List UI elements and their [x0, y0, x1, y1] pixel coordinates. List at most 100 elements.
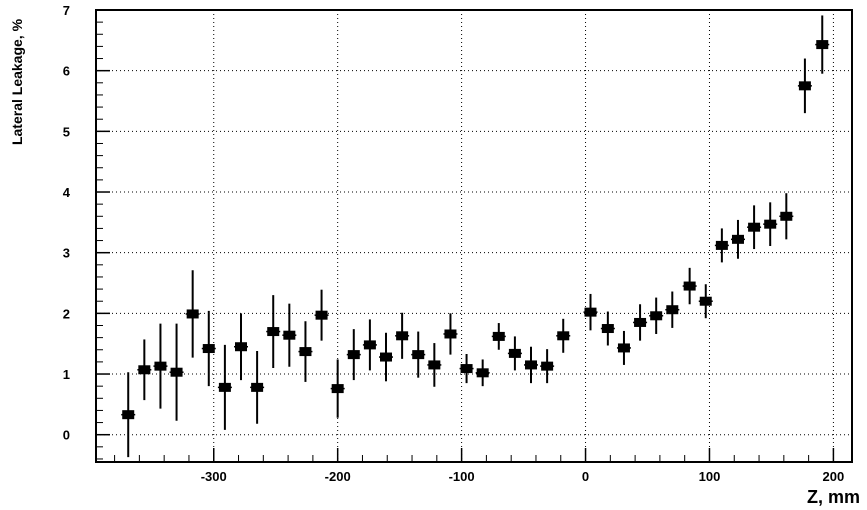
data-point	[815, 15, 830, 74]
data-marker	[251, 382, 264, 392]
data-point	[459, 354, 474, 384]
data-point	[524, 346, 539, 384]
data-point	[266, 295, 281, 368]
data-marker	[412, 350, 425, 360]
data-point	[556, 318, 571, 353]
data-point	[747, 205, 762, 250]
data-point	[217, 344, 232, 430]
y-tick-label: 3	[63, 246, 70, 261]
data-point	[121, 372, 136, 458]
data-marker	[154, 361, 167, 371]
data-marker	[347, 350, 360, 360]
data-marker	[617, 343, 630, 353]
data-point	[427, 343, 442, 387]
data-marker	[557, 331, 570, 341]
data-marker	[525, 360, 538, 370]
data-point	[763, 202, 778, 247]
data-point	[153, 323, 168, 409]
data-marker	[396, 331, 409, 341]
data-point	[314, 289, 329, 341]
x-tick-label: 100	[699, 469, 721, 484]
data-point	[411, 331, 426, 378]
data-point	[395, 312, 410, 359]
data-marker	[315, 310, 328, 320]
data-marker	[634, 317, 647, 327]
data-point	[698, 284, 713, 319]
x-tick-label: 200	[823, 469, 845, 484]
y-tick-label: 2	[63, 306, 70, 321]
data-marker	[476, 368, 489, 378]
data-marker	[138, 365, 151, 375]
data-marker	[235, 342, 248, 352]
data-marker	[283, 330, 296, 340]
data-point	[362, 319, 377, 371]
data-point	[475, 359, 490, 387]
data-point	[600, 311, 615, 346]
data-marker	[699, 296, 712, 306]
data-point	[682, 267, 697, 305]
data-point	[714, 228, 729, 263]
data-marker	[202, 344, 215, 354]
data-marker	[715, 240, 728, 250]
data-marker	[666, 305, 679, 315]
data-point	[137, 339, 152, 401]
data-marker	[380, 352, 393, 362]
data-marker	[299, 347, 312, 357]
data-point	[330, 359, 345, 418]
y-tick-label: 6	[63, 64, 70, 79]
data-marker	[541, 361, 554, 371]
data-marker	[428, 360, 441, 370]
data-marker	[764, 219, 777, 229]
data-point	[201, 310, 216, 387]
axis-ticks	[96, 9, 835, 462]
data-marker	[650, 311, 663, 321]
y-tick-label: 0	[63, 428, 70, 443]
data-point	[730, 219, 745, 259]
data-point	[250, 350, 265, 424]
data-marker	[798, 81, 811, 91]
data-marker	[492, 331, 505, 341]
data-point	[540, 349, 555, 384]
x-tick-label: 0	[582, 469, 589, 484]
data-point	[443, 313, 458, 355]
data-point	[797, 58, 812, 114]
data-marker	[584, 307, 597, 317]
data-marker	[186, 309, 199, 319]
data-marker	[601, 324, 614, 334]
data-marker	[731, 234, 744, 244]
y-tick-label: 7	[63, 3, 70, 18]
data-point	[665, 291, 680, 328]
y-tick-label: 4	[63, 185, 71, 200]
x-tick-labels: -300 -200 -100 0 100 200	[201, 469, 845, 484]
plot-frame	[95, 9, 853, 463]
data-point	[491, 323, 506, 350]
x-tick-label: -200	[325, 469, 351, 484]
data-marker	[363, 340, 376, 350]
data-marker	[816, 40, 829, 50]
data-point	[185, 270, 200, 358]
data-point	[298, 321, 313, 382]
data-point	[346, 329, 361, 381]
data-marker	[683, 281, 696, 291]
data-marker	[508, 348, 521, 358]
data-marker	[748, 222, 761, 232]
data-marker	[122, 410, 135, 420]
y-tick-label: 5	[63, 124, 70, 139]
data-point	[379, 332, 394, 382]
data-point	[583, 293, 598, 331]
y-tick-label: 1	[63, 367, 70, 382]
data-point	[234, 313, 249, 381]
x-axis-title: Z, mm	[807, 487, 860, 507]
data-points	[121, 15, 830, 458]
data-point	[616, 330, 631, 365]
data-marker	[460, 364, 473, 374]
data-marker	[170, 367, 183, 377]
data-marker	[218, 382, 231, 392]
data-point	[633, 304, 648, 341]
x-tick-label: -300	[201, 469, 227, 484]
y-tick-labels: 0 1 2 3 4 5 6 7	[63, 3, 71, 443]
data-point	[649, 297, 664, 334]
data-point	[169, 323, 184, 421]
